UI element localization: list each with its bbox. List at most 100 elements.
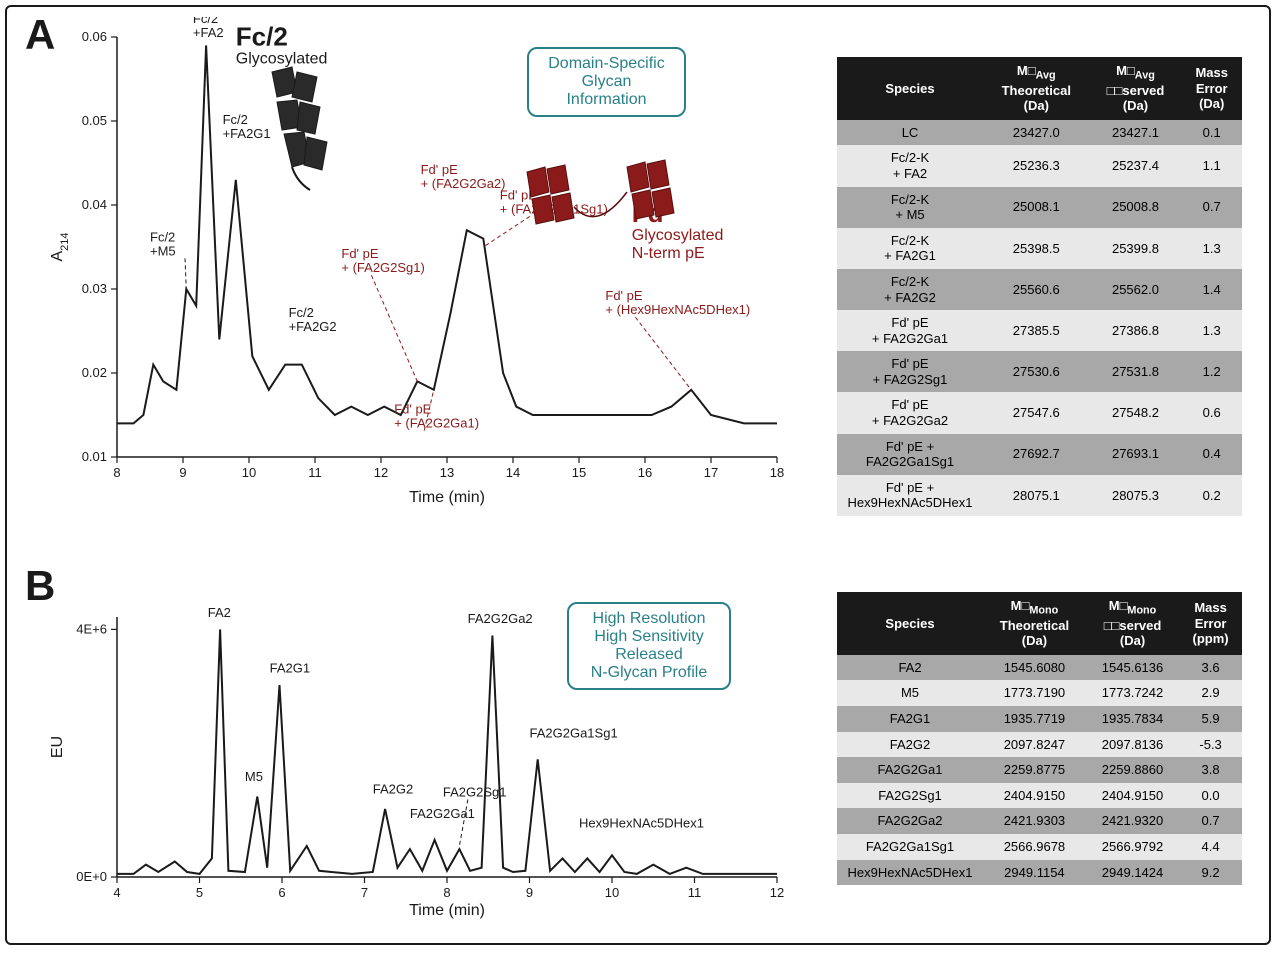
table-cell: FA2	[837, 655, 983, 681]
table-cell: 25560.6	[983, 269, 1090, 310]
svg-text:+ (Hex9HexNAc5DHex1): + (Hex9HexNAc5DHex1)	[605, 302, 750, 317]
table-cell: M5	[837, 680, 983, 706]
table-cell: 9.2	[1179, 860, 1242, 886]
table-row: Fd' pE+ FA2G2Sg127530.627531.81.2	[837, 351, 1242, 392]
table-row: FA2G2Ga12259.87752259.88603.8	[837, 757, 1242, 783]
table-row: Fc/2-K+ FA2G125398.525399.81.3	[837, 228, 1242, 269]
table-cell: 3.6	[1179, 655, 1242, 681]
svg-text:Fd' pE: Fd' pE	[341, 246, 378, 261]
svg-text:+FA2G2: +FA2G2	[289, 319, 337, 334]
svg-text:18: 18	[770, 465, 784, 480]
svg-text:Time (min): Time (min)	[409, 902, 485, 919]
peak-label-b: M5	[245, 769, 263, 784]
table-cell: 27692.7	[983, 434, 1090, 475]
table-cell: 27531.8	[1090, 351, 1182, 392]
table-cell: Fd' pE+ FA2G2Ga1	[837, 310, 983, 351]
svg-text:N-term pE: N-term pE	[632, 245, 705, 262]
table-cell: FA2G1	[837, 706, 983, 732]
svg-text:9: 9	[526, 885, 533, 900]
svg-text:FA2G2Ga2: FA2G2Ga2	[468, 611, 533, 626]
table-header: MassError(ppm)	[1179, 592, 1242, 655]
svg-text:Fc/2: Fc/2	[289, 305, 314, 320]
callout-b: High ResolutionHigh SensitivityReleasedN…	[567, 602, 731, 690]
svg-text:+FA2: +FA2	[193, 25, 224, 40]
peak-label-fd: Fd' pE+ (FA2G2Ga2)	[421, 162, 506, 191]
svg-text:4: 4	[113, 885, 120, 900]
table-cell: Fc/2-K+ FA2G1	[837, 228, 983, 269]
table-cell: 2566.9678	[983, 834, 1086, 860]
svg-text:4E+6: 4E+6	[76, 621, 107, 636]
table-cell: 4.4	[1179, 834, 1242, 860]
table-cell: 2421.9303	[983, 808, 1086, 834]
table-cell: 0.4	[1181, 434, 1242, 475]
svg-text:FA2: FA2	[208, 605, 231, 620]
table-cell: Fd' pE+ FA2G2Ga2	[837, 392, 983, 433]
svg-text:8: 8	[443, 885, 450, 900]
table-row: Fc/2-K+ M525008.125008.80.7	[837, 187, 1242, 228]
table-cell: Fd' pE +FA2G2Ga1Sg1	[837, 434, 983, 475]
svg-text:13: 13	[440, 465, 454, 480]
svg-text:FA2G2Sg1: FA2G2Sg1	[443, 785, 507, 800]
table-row: FA2G22097.82472097.8136-5.3	[837, 732, 1242, 758]
svg-text:0.04: 0.04	[82, 197, 107, 212]
svg-text:9: 9	[179, 465, 186, 480]
svg-text:11: 11	[688, 885, 702, 900]
table-cell: 0.7	[1179, 808, 1242, 834]
table-row: LC23427.023427.10.1	[837, 120, 1242, 146]
table-cell: 0.0	[1179, 783, 1242, 809]
peak-label-b: Hex9HexNAc5DHex1	[579, 815, 704, 830]
table-cell: Fc/2-K+ M5	[837, 187, 983, 228]
svg-text:0.05: 0.05	[82, 113, 107, 128]
table-row: Fc/2-K+ FA2G225560.625562.01.4	[837, 269, 1242, 310]
table-cell: 23427.0	[983, 120, 1090, 146]
table-header: M□AvgTheoretical(Da)	[983, 57, 1090, 120]
table-cell: Fd' pE+ FA2G2Sg1	[837, 351, 983, 392]
table-a: SpeciesM□AvgTheoretical(Da)M□Avg□□served…	[837, 57, 1242, 516]
table-cell: 25008.8	[1090, 187, 1182, 228]
callout-a: Domain-SpecificGlycanInformation	[527, 47, 686, 117]
table-row: FA21545.60801545.61363.6	[837, 655, 1242, 681]
table-header: Species	[837, 57, 983, 120]
table-cell: 2097.8136	[1086, 732, 1179, 758]
table-cell: 2949.1424	[1086, 860, 1179, 886]
table-b: SpeciesM□MonoTheoretical(Da)M□Mono□□serv…	[837, 592, 1242, 885]
table-cell: 27547.6	[983, 392, 1090, 433]
svg-text:0.03: 0.03	[82, 281, 107, 296]
table-cell: 0.7	[1181, 187, 1242, 228]
svg-text:FA2G2Ga1Sg1: FA2G2Ga1Sg1	[530, 726, 618, 741]
table-cell: 28075.1	[983, 475, 1090, 516]
svg-text:+ (FA2G2Ga1): + (FA2G2Ga1)	[394, 416, 479, 431]
table-cell: 25399.8	[1090, 228, 1182, 269]
svg-text:Fc/2: Fc/2	[150, 229, 175, 244]
peak-label-b: FA2G2	[373, 781, 413, 796]
table-row: M51773.71901773.72422.9	[837, 680, 1242, 706]
svg-text:5: 5	[196, 885, 203, 900]
table-cell: 1.3	[1181, 228, 1242, 269]
table-cell: FA2G2Ga1	[837, 757, 983, 783]
table-cell: Hex9HexNAc5DHex1	[837, 860, 983, 886]
svg-text:6: 6	[278, 885, 285, 900]
table-cell: 28075.3	[1090, 475, 1182, 516]
svg-text:12: 12	[770, 885, 784, 900]
table-cell: 27693.1	[1090, 434, 1182, 475]
table-row: FA2G2Ga1Sg12566.96782566.97924.4	[837, 834, 1242, 860]
svg-text:Fc/2: Fc/2	[236, 21, 288, 51]
table-cell: Fc/2-K+ FA2	[837, 145, 983, 186]
peak-label-b: FA2G1	[270, 661, 310, 676]
svg-text:14: 14	[506, 465, 520, 480]
protein-fc-icon	[242, 62, 372, 202]
peak-label-fd: Fd' pE+ (FA2G2Ga1)	[394, 390, 479, 431]
table-row: FA2G2Sg12404.91502404.91500.0	[837, 783, 1242, 809]
table-cell: 1.2	[1181, 351, 1242, 392]
svg-text:+M5: +M5	[150, 243, 176, 258]
peak-label-b: FA2G2Ga2	[468, 611, 533, 626]
table-header: MassError(Da)	[1181, 57, 1242, 120]
table-cell: Fd' pE +Hex9HexNAc5DHex1	[837, 475, 983, 516]
svg-text:0E+0: 0E+0	[76, 869, 107, 884]
table-row: Fd' pE +FA2G2Ga1Sg127692.727693.10.4	[837, 434, 1242, 475]
table-header: M□Avg□□served(Da)	[1090, 57, 1182, 120]
table-cell: 1.4	[1181, 269, 1242, 310]
svg-text:Fd' pE: Fd' pE	[394, 402, 431, 417]
table-row: Fd' pE+ FA2G2Ga227547.627548.20.6	[837, 392, 1242, 433]
svg-text:17: 17	[704, 465, 718, 480]
